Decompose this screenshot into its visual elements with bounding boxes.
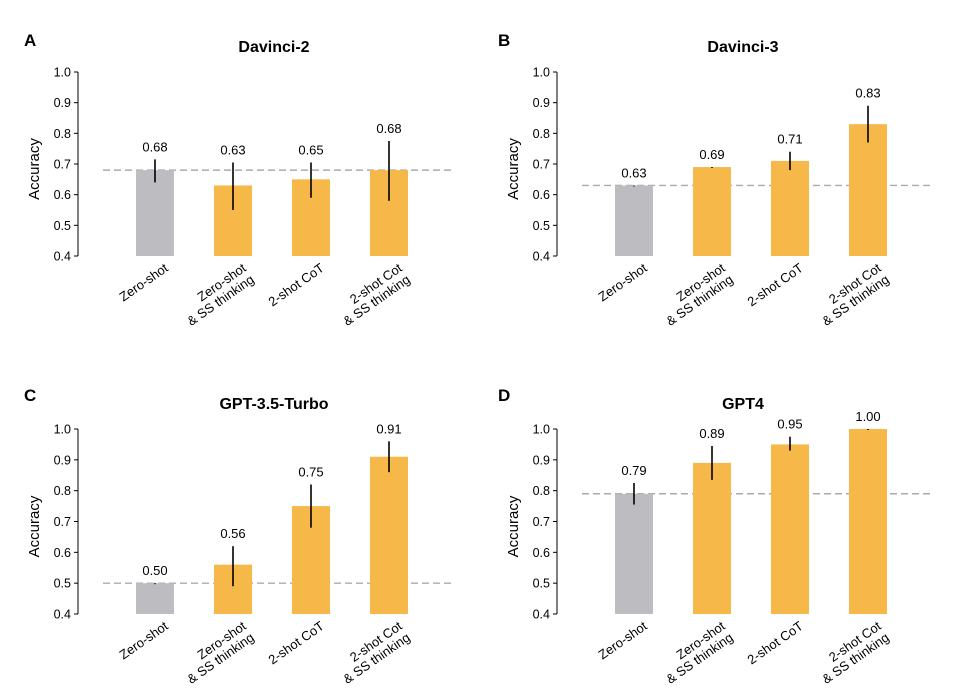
- y-tick-label: 0.8: [54, 127, 71, 141]
- y-tick-label: 0.5: [54, 577, 71, 591]
- panel-label: C: [24, 386, 36, 405]
- bar: [370, 456, 408, 614]
- x-tick-label-line: 2-shot CoT: [265, 260, 326, 309]
- x-tick-label: 2-shot CoT: [265, 260, 326, 309]
- data-label: 0.89: [699, 426, 724, 441]
- x-tick-label-line: 2-shot CoT: [744, 618, 805, 667]
- chart-title: Davinci-2: [238, 39, 309, 56]
- bar: [615, 493, 653, 614]
- bar: [693, 167, 731, 256]
- y-axis-label: Accuracy: [26, 138, 43, 200]
- data-label: 0.50: [142, 563, 167, 578]
- x-tick-label-line: Zero-shot: [117, 618, 171, 662]
- data-label: 0.68: [142, 139, 167, 154]
- x-tick-label: 2-shot Cot& SS thinking: [332, 618, 413, 687]
- chart-panel-b: B Davinci-3 Accuracy 0.4 0.5 0.6 0.7 0.8 0.9 1.0 0…: [498, 31, 931, 329]
- y-tick-label: 0.4: [54, 608, 71, 622]
- y-tick-label: 0.9: [54, 453, 71, 467]
- chart-title: GPT4: [722, 396, 764, 413]
- data-label: 0.63: [621, 165, 646, 180]
- y-tick-label: 1.0: [54, 66, 71, 80]
- y-tick-label: 0.5: [533, 577, 550, 591]
- y-tick-label: 1.0: [54, 423, 71, 437]
- x-tick-label: Zero-shot& SS thinking: [655, 618, 736, 687]
- y-tick-label: 0.7: [54, 515, 71, 529]
- y-tick-label: 0.9: [533, 453, 550, 467]
- y-tick-label: 0.4: [533, 608, 550, 622]
- y-tick-label: 0.4: [533, 250, 550, 264]
- data-label: 0.63: [220, 142, 245, 157]
- data-label: 0.65: [298, 142, 323, 157]
- panel-label: D: [498, 386, 510, 405]
- bar: [771, 444, 809, 614]
- x-tick-label: 2-shot CoT: [744, 618, 805, 667]
- x-tick-label: 2-shot Cot& SS thinking: [811, 260, 892, 329]
- data-label: 0.91: [376, 421, 401, 436]
- y-tick-label: 0.5: [54, 219, 71, 233]
- y-tick-label: 0.7: [533, 515, 550, 529]
- y-axis-label: Accuracy: [505, 138, 522, 200]
- y-tick-label: 0.6: [533, 546, 550, 560]
- panel-label: B: [498, 31, 510, 50]
- y-tick-label: 0.6: [54, 188, 71, 202]
- bar: [849, 124, 887, 256]
- x-tick-label: 2-shot CoT: [265, 618, 326, 667]
- x-tick-label: 2-shot Cot& SS thinking: [332, 260, 413, 329]
- y-tick-label: 0.7: [533, 158, 550, 172]
- x-tick-label: 2-shot CoT: [744, 260, 805, 309]
- bar: [136, 170, 174, 256]
- chart-panel-a: A Davinci-2 Accuracy 0.4 0.5 0.6 0.7 0.8 0.9 1.0 0…: [24, 31, 452, 329]
- y-axis-label: Accuracy: [505, 495, 522, 557]
- data-label: 0.95: [777, 417, 802, 432]
- data-label: 1.00: [855, 409, 880, 424]
- x-tick-label-line: Zero-shot: [596, 260, 650, 304]
- y-tick-label: 0.6: [54, 546, 71, 560]
- y-tick-label: 0.8: [54, 484, 71, 498]
- y-tick-label: 1.0: [533, 66, 550, 80]
- chart-title: GPT-3.5-Turbo: [219, 396, 328, 413]
- data-label: 0.83: [855, 86, 880, 101]
- data-label: 0.79: [621, 463, 646, 478]
- bar: [136, 583, 174, 614]
- x-tick-label: 2-shot Cot& SS thinking: [811, 618, 892, 687]
- data-label: 0.69: [699, 147, 724, 162]
- x-tick-label-line: 2-shot CoT: [744, 260, 805, 309]
- chart-title: Davinci-3: [707, 39, 778, 56]
- panel-label: A: [24, 31, 36, 50]
- x-tick-label: Zero-shot: [117, 260, 171, 304]
- data-label: 0.75: [298, 465, 323, 480]
- bar: [849, 429, 887, 614]
- y-tick-label: 0.7: [54, 158, 71, 172]
- x-tick-label-line: Zero-shot: [596, 618, 650, 662]
- bar: [615, 185, 653, 256]
- y-tick-label: 1.0: [533, 423, 550, 437]
- y-tick-label: 0.9: [54, 96, 71, 110]
- y-axis-label: Accuracy: [26, 495, 43, 557]
- x-tick-label: Zero-shot& SS thinking: [655, 260, 736, 329]
- y-tick-label: 0.8: [533, 127, 550, 141]
- data-label: 0.56: [220, 526, 245, 541]
- x-tick-label: Zero-shot: [117, 618, 171, 662]
- y-tick-label: 0.5: [533, 219, 550, 233]
- y-tick-label: 0.8: [533, 484, 550, 498]
- y-tick-label: 0.4: [54, 250, 71, 264]
- x-tick-label: Zero-shot& SS thinking: [176, 260, 257, 329]
- chart-panel-c: C GPT-3.5-Turbo Accuracy 0.4 0.5 0.6 0.7 0.8 0.9…: [24, 386, 452, 687]
- data-label: 0.68: [376, 121, 401, 136]
- y-tick-label: 0.6: [533, 188, 550, 202]
- data-label: 0.71: [777, 132, 802, 147]
- x-tick-label-line: 2-shot CoT: [265, 618, 326, 667]
- bar: [693, 462, 731, 614]
- y-tick-label: 0.9: [533, 96, 550, 110]
- x-tick-label: Zero-shot: [596, 260, 650, 304]
- x-tick-label: Zero-shot: [596, 618, 650, 662]
- chart-panel-d: D GPT4 Accuracy 0.4 0.5 0.6 0.7 0.8 0.9 1.0 0.79 Ze…: [498, 386, 931, 687]
- bar: [771, 160, 809, 256]
- x-tick-label: Zero-shot& SS thinking: [176, 618, 257, 687]
- x-tick-label-line: Zero-shot: [117, 260, 171, 304]
